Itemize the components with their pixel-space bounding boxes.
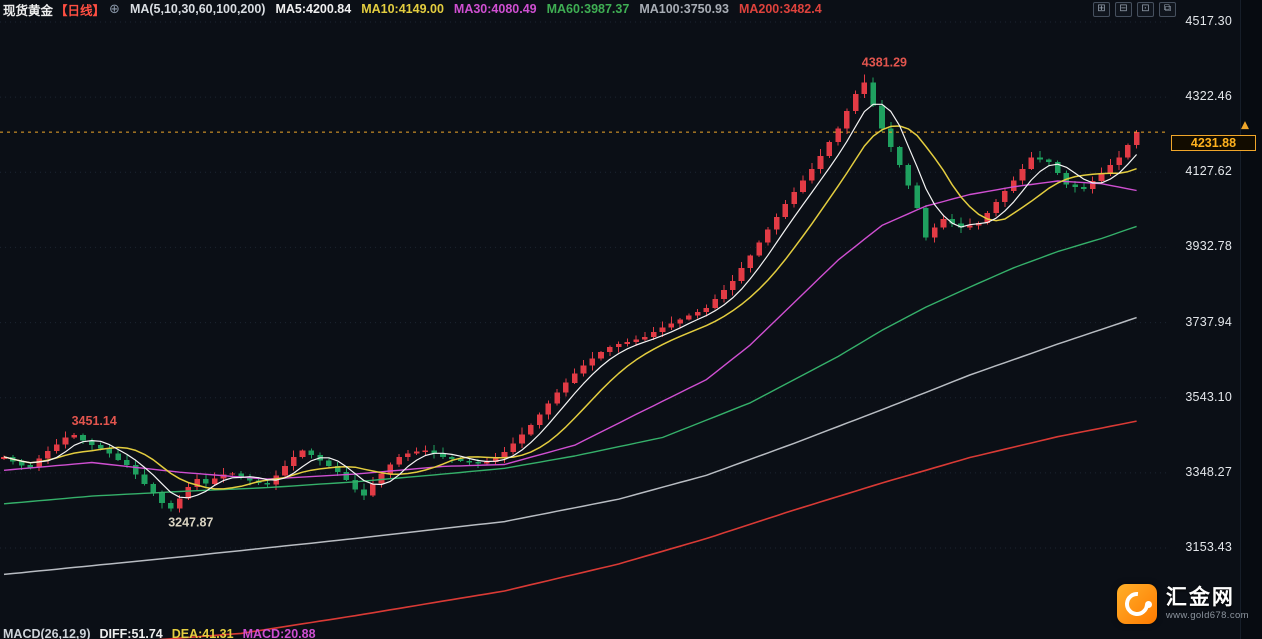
timeframe-label: 【日线】 [55,3,106,18]
ma-line-MA200 [156,420,1137,639]
candles [1,74,1140,513]
expand-icon[interactable]: ⊕ [109,1,120,16]
last-price-tag: 4231.88 [1171,135,1256,151]
macd-diff-value: DIFF:51.74 [99,627,163,639]
macd-dea-value: DEA:41.31 [171,627,234,639]
split-screen-icon[interactable]: ⊞ [1093,2,1110,17]
logo-title: 汇金网 [1165,586,1235,610]
grid-lines [0,21,1168,549]
ma-line-MA10 [3,125,1137,490]
popup-window-icon[interactable]: ⧉ [1159,2,1176,17]
chart-header: 现货黄金 【日线】 ⊕ MA(5,10,30,60,100,200) MA5:4… [3,1,822,18]
ma100-value: MA100:3750.93 [639,2,729,16]
ma-line-MA5 [3,103,1138,499]
ma-line-MA30 [3,180,1137,480]
overlay-chart-icon[interactable]: ⊟ [1115,2,1132,17]
price-annotation: 3451.14 [72,414,117,428]
macd-params-label: MACD(26,12,9) [3,627,91,639]
ma-line-MA100 [3,316,1137,576]
ma-line-MA60 [3,225,1137,505]
ma60-value: MA60:3987.37 [546,2,630,16]
price-up-arrow-icon [1241,121,1249,130]
ma30-value: MA30:4080.49 [453,2,537,16]
macd-indicator-row: MACD(26,12,9) DIFF:51.74 DEA:41.31 MACD:… [3,627,316,639]
ma5-value: MA5:4200.84 [275,2,352,16]
ma10-value: MA10:4149.00 [361,2,444,16]
macd-value: MACD:20.88 [242,627,316,639]
price-annotation: 4381.29 [862,56,907,70]
right-edge-panel [1240,0,1262,639]
logo-url: www.gold678.com [1165,610,1249,622]
ma-settings-label[interactable]: MA(5,10,30,60,100,200) [129,2,266,16]
chart-toolbar: ⊞ ⊟ ⊡ ⧉ [1093,2,1176,17]
ma200-value: MA200:3482.4 [738,2,822,16]
symbol-name: 现货黄金 [3,3,54,18]
price-annotation: 3247.87 [168,516,213,530]
site-logo: 汇金网 www.gold678.com [1116,584,1249,624]
bar-chart-icon[interactable]: ⊡ [1137,2,1154,17]
coin-logo-icon [1116,584,1157,624]
